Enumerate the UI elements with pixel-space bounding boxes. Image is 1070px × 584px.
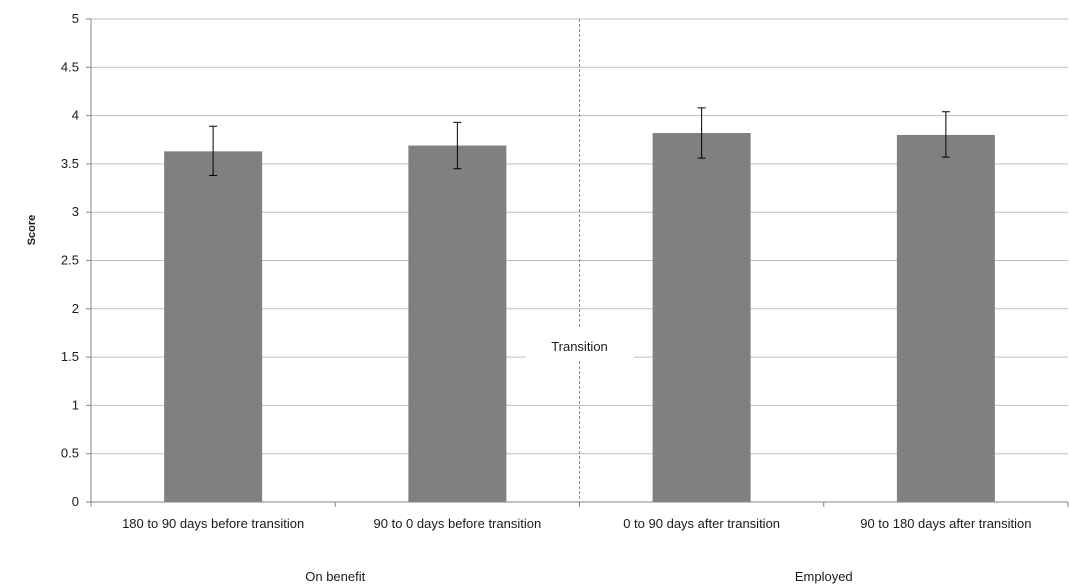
labels: 0 0.5 1 1.5 2 2.5 3 3.5 4 4.5 5 180 to 90 days befo… [61,11,1032,584]
y-tick-label: 0 [72,494,79,509]
bar [408,145,507,502]
y-tick-label: 4 [72,108,79,123]
y-tick-label: 2.5 [61,253,79,268]
y-tick-label: 2 [72,301,79,316]
bars [164,107,995,503]
x-category-label: 90 to 0 days before transition [374,516,542,531]
bar [164,151,263,503]
group-label: On benefit [305,569,365,584]
y-tick-label: 1.5 [61,349,79,364]
y-tick-label: 4.5 [61,59,79,74]
transition-label-bg [525,331,634,359]
y-tick-label: 5 [72,11,79,26]
y-tick-label: 3.5 [61,156,79,171]
x-category-label: 90 to 180 days after transition [860,516,1031,531]
transition-label: Transition [551,339,608,354]
x-category-label: 180 to 90 days before transition [122,516,304,531]
y-axis-title: Score [26,215,38,246]
bar [652,132,751,502]
y-tick-label: 3 [72,204,79,219]
x-category-label: 0 to 90 days after transition [623,516,780,531]
axes [86,18,1069,507]
y-tick-label: 0.5 [61,446,79,461]
bar [896,134,995,503]
group-label: Employed [795,569,853,584]
y-tick-label: 1 [72,397,79,412]
